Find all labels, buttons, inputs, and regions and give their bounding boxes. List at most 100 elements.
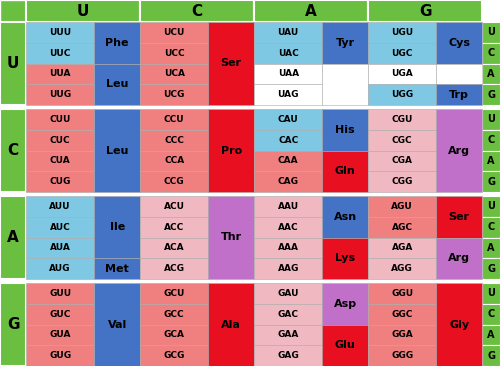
Bar [140, 0, 254, 22]
Bar [254, 84, 322, 105]
Bar [482, 84, 500, 105]
Bar [322, 63, 368, 105]
Bar [140, 43, 208, 63]
Text: GCU: GCU [164, 289, 185, 298]
Text: CUG: CUG [50, 177, 71, 186]
Text: G: G [419, 4, 431, 19]
Bar [436, 283, 482, 366]
Text: UAG: UAG [278, 90, 299, 99]
Text: CAA: CAA [278, 156, 298, 165]
Text: UUC: UUC [50, 49, 71, 57]
Text: AAA: AAA [278, 243, 298, 253]
Bar [254, 150, 322, 171]
Bar [254, 238, 322, 258]
Text: Gly: Gly [449, 320, 469, 329]
Bar [254, 63, 322, 84]
Text: AGA: AGA [392, 243, 413, 253]
Text: Tyr: Tyr [336, 38, 355, 48]
Text: U: U [487, 288, 495, 298]
Bar [94, 283, 140, 366]
Text: AAG: AAG [278, 264, 299, 273]
Text: CCA: CCA [164, 156, 184, 165]
Bar [482, 196, 500, 217]
Text: C: C [488, 222, 494, 232]
Bar [26, 63, 94, 84]
Bar [368, 130, 436, 150]
Text: AGU: AGU [392, 202, 413, 211]
Text: GGG: GGG [391, 351, 413, 360]
Text: Val: Val [108, 320, 127, 329]
Bar [140, 283, 208, 304]
Text: Leu: Leu [106, 146, 128, 156]
Bar [368, 43, 436, 63]
Bar [482, 238, 500, 258]
Text: UGU: UGU [391, 28, 413, 37]
Bar [140, 217, 208, 238]
Bar [254, 345, 322, 366]
Bar [0, 22, 26, 105]
Text: GUU: GUU [49, 289, 72, 298]
Bar [322, 196, 368, 238]
Bar [436, 22, 482, 63]
Bar [26, 171, 94, 192]
Bar [140, 130, 208, 150]
Bar [26, 43, 94, 63]
Bar [322, 150, 368, 192]
Text: His: His [336, 125, 355, 135]
Bar [140, 171, 208, 192]
Bar [436, 84, 482, 105]
Text: UUG: UUG [49, 90, 72, 99]
Bar [368, 84, 436, 105]
Bar [368, 345, 436, 366]
Text: ACU: ACU [164, 202, 184, 211]
Text: Cys: Cys [448, 38, 470, 48]
Bar [26, 84, 94, 105]
Text: CCU: CCU [164, 115, 184, 124]
Text: CAG: CAG [278, 177, 298, 186]
Bar [482, 217, 500, 238]
Bar [368, 196, 436, 217]
Text: Thr: Thr [220, 232, 242, 243]
Bar [436, 63, 482, 84]
Bar [94, 196, 140, 258]
Bar [254, 0, 368, 22]
Bar [482, 22, 500, 43]
Bar [26, 217, 94, 238]
Bar [26, 258, 94, 279]
Text: G: G [487, 177, 495, 187]
Text: U: U [77, 4, 89, 19]
Text: U: U [487, 114, 495, 124]
Bar [368, 22, 436, 43]
Text: Ser: Ser [220, 59, 242, 68]
Text: CCC: CCC [164, 136, 184, 145]
Text: A: A [487, 243, 495, 253]
Text: ACC: ACC [164, 223, 184, 232]
Text: GUG: GUG [49, 351, 72, 360]
Bar [322, 109, 368, 150]
Text: CUA: CUA [50, 156, 70, 165]
Text: Trp: Trp [450, 90, 469, 100]
Text: Phe: Phe [106, 38, 129, 48]
Text: Asn: Asn [334, 212, 357, 222]
Bar [94, 63, 140, 105]
Text: UCC: UCC [164, 49, 184, 57]
Text: UGC: UGC [392, 49, 413, 57]
Bar [482, 283, 500, 304]
Text: Ile: Ile [110, 222, 125, 232]
Text: AGC: AGC [392, 223, 412, 232]
Text: Leu: Leu [106, 79, 128, 89]
Text: AAU: AAU [278, 202, 299, 211]
Text: CCG: CCG [164, 177, 184, 186]
Bar [482, 109, 500, 130]
Text: Arg: Arg [448, 146, 470, 156]
Bar [254, 283, 322, 304]
Text: C: C [488, 309, 494, 319]
Bar [140, 22, 208, 43]
Text: CGU: CGU [392, 115, 413, 124]
Bar [368, 150, 436, 171]
Bar [140, 345, 208, 366]
Text: Ser: Ser [448, 212, 469, 222]
Text: GGA: GGA [392, 330, 413, 339]
Text: GAU: GAU [278, 289, 299, 298]
Bar [140, 196, 208, 217]
